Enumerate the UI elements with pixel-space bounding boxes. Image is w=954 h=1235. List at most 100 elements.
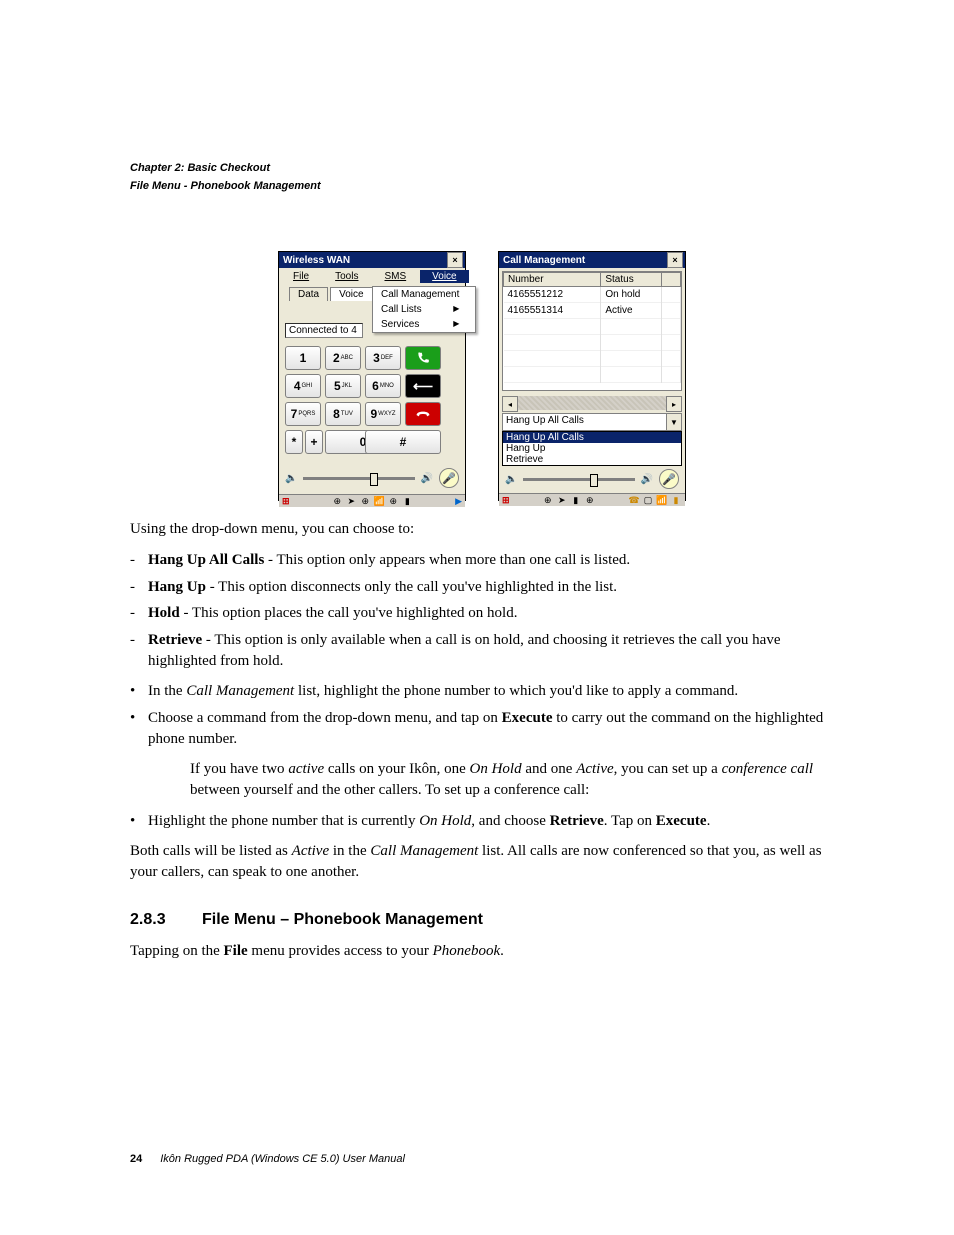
chevron-right-icon: ▶ — [453, 304, 459, 315]
key-backspace[interactable]: ⟵ — [405, 374, 441, 398]
paragraph: Tapping on the File menu provides access… — [130, 941, 834, 962]
header-section: File Menu - Phonebook Management — [130, 178, 834, 196]
taskbar: ⊞ ⊕➤▮⊕ ☎▢📶▮ — [499, 493, 685, 506]
key-2[interactable]: 2ABC — [325, 346, 361, 370]
key-5[interactable]: 5JKL — [325, 374, 361, 398]
menubar: File Tools SMS Voice — [279, 268, 465, 285]
screenshots-row: Wireless WAN × File Tools SMS Voice Data… — [130, 251, 834, 501]
tray-icon[interactable]: ⊕ — [331, 495, 343, 507]
list-item: In the Call Management list, highlight t… — [130, 681, 834, 702]
wireless-wan-window: Wireless WAN × File Tools SMS Voice Data… — [278, 251, 466, 501]
tray-icon[interactable]: ▮ — [401, 495, 413, 507]
key-hash[interactable]: # — [365, 430, 441, 454]
mute-mic-button[interactable]: 🎤 — [659, 469, 679, 489]
section-heading: 2.8.3File Menu – Phonebook Management — [130, 909, 834, 931]
list-item: Hang Up - This option disconnects only t… — [130, 577, 834, 598]
key-1[interactable]: 1 — [285, 346, 321, 370]
scroll-right-icon[interactable]: ▸ — [666, 396, 682, 412]
phone-icon — [414, 351, 432, 365]
key-plus[interactable]: + — [305, 430, 323, 454]
tray-icon[interactable]: ➤ — [345, 495, 357, 507]
combo-option[interactable]: Hang Up — [503, 443, 681, 454]
call-management-window: Call Management × NumberStatus 416555121… — [498, 251, 686, 501]
voice-submenu: Call Management Call Lists▶ Services▶ — [372, 286, 476, 333]
key-star[interactable]: * — [285, 430, 303, 454]
tray-icon[interactable]: 📶 — [656, 494, 668, 506]
list-item: Hold - This option places the call you'v… — [130, 603, 834, 624]
key-3[interactable]: 3DEF — [365, 346, 401, 370]
tray-icon[interactable]: ▮ — [670, 494, 682, 506]
system-tray: ⊕➤⊕📶⊕▮ — [331, 495, 413, 507]
tray-icon[interactable]: ⊕ — [542, 494, 554, 506]
taskbar: ⊞ ⊕➤⊕📶⊕▮ ▶ — [279, 494, 465, 507]
speaker-low-icon: 🔈 — [285, 473, 297, 484]
start-icon[interactable]: ⊞ — [282, 496, 290, 507]
submenu-call-lists[interactable]: Call Lists▶ — [373, 302, 475, 317]
system-tray: ⊕➤▮⊕ — [542, 494, 596, 506]
tray-icon[interactable]: ▢ — [642, 494, 654, 506]
body-text: Using the drop-down menu, you can choose… — [130, 519, 834, 961]
list-item: Highlight the phone number that is curre… — [130, 811, 834, 832]
tray-arrow-icon[interactable]: ▶ — [455, 496, 462, 507]
hangup-icon — [414, 407, 432, 421]
key-4[interactable]: 4GHI — [285, 374, 321, 398]
tray-icon[interactable]: ➤ — [556, 494, 568, 506]
dial-keypad: 1 2ABC 3DEF 4GHI 5JKL 6MNO ⟵ 7PQRS 8TUV … — [285, 346, 459, 454]
volume-slider[interactable]: 🔈 🔊 🎤 — [285, 468, 459, 488]
action-combobox[interactable]: Hang Up All Calls ▼ Hang Up All Calls Ha… — [502, 413, 682, 466]
connection-status: Connected to 4 — [285, 323, 363, 338]
submenu-services[interactable]: Services▶ — [373, 317, 475, 332]
start-icon[interactable]: ⊞ — [502, 495, 510, 506]
tab-voice[interactable]: Voice — [330, 287, 372, 301]
menu-voice[interactable]: Voice — [420, 270, 468, 283]
combo-option[interactable]: Retrieve — [503, 454, 681, 465]
col-status[interactable]: Status — [601, 273, 662, 287]
menu-tools[interactable]: Tools — [323, 270, 370, 283]
close-icon[interactable]: × — [447, 252, 463, 268]
window-title: Call Management — [501, 255, 585, 266]
col-number[interactable]: Number — [504, 273, 601, 287]
speaker-low-icon: 🔈 — [505, 474, 517, 485]
key-8[interactable]: 8TUV — [325, 402, 361, 426]
scroll-left-icon[interactable]: ◂ — [502, 396, 518, 412]
tray-icon[interactable]: ⊕ — [387, 495, 399, 507]
tray-icon[interactable]: ⊕ — [359, 495, 371, 507]
tray-icon[interactable]: ⊕ — [584, 494, 596, 506]
key-7[interactable]: 7PQRS — [285, 402, 321, 426]
page-header: Chapter 2: Basic Checkout File Menu - Ph… — [130, 160, 834, 195]
chevron-down-icon[interactable]: ▼ — [666, 414, 681, 430]
key-6[interactable]: 6MNO — [365, 374, 401, 398]
table-row[interactable]: 4165551212On hold — [504, 287, 681, 303]
menu-sms[interactable]: SMS — [372, 270, 418, 283]
key-9[interactable]: 9WXYZ — [365, 402, 401, 426]
key-hangup[interactable] — [405, 402, 441, 426]
volume-slider[interactable]: 🔈 🔊 🎤 — [505, 469, 679, 489]
tray-icon[interactable]: ▮ — [570, 494, 582, 506]
tray-icon[interactable]: ☎ — [628, 494, 640, 506]
paragraph: Both calls will be listed as Active in t… — [130, 841, 834, 882]
tab-data[interactable]: Data — [289, 287, 328, 301]
combo-dropdown: Hang Up All Calls Hang Up Retrieve — [502, 431, 682, 466]
list-item: Choose a command from the drop-down menu… — [130, 708, 834, 749]
combo-value: Hang Up All Calls — [503, 414, 666, 430]
mute-mic-button[interactable]: 🎤 — [439, 468, 459, 488]
list-item: Retrieve - This option is only available… — [130, 630, 834, 671]
footer-title: Ikôn Rugged PDA (Windows CE 5.0) User Ma… — [160, 1153, 405, 1165]
titlebar: Call Management × — [499, 252, 685, 268]
close-icon[interactable]: × — [667, 252, 683, 268]
combo-option[interactable]: Hang Up All Calls — [503, 432, 681, 443]
tray-icon[interactable]: 📶 — [373, 495, 385, 507]
mic-icon: 🎤 — [442, 472, 456, 485]
key-call[interactable] — [405, 346, 441, 370]
paragraph: If you have two active calls on your Ikô… — [190, 759, 834, 800]
page-number: 24 — [130, 1153, 142, 1165]
submenu-call-management[interactable]: Call Management — [373, 287, 475, 302]
table-row[interactable]: 4165551314Active — [504, 303, 681, 319]
header-chapter: Chapter 2: Basic Checkout — [130, 160, 834, 178]
titlebar: Wireless WAN × — [279, 252, 465, 268]
horizontal-scrollbar[interactable]: ◂▸ — [502, 396, 682, 410]
menu-file[interactable]: File — [281, 270, 321, 283]
list-item: Hang Up All Calls - This option only app… — [130, 550, 834, 571]
speaker-high-icon: 🔊 — [641, 474, 653, 485]
mic-icon: 🎤 — [662, 473, 676, 486]
